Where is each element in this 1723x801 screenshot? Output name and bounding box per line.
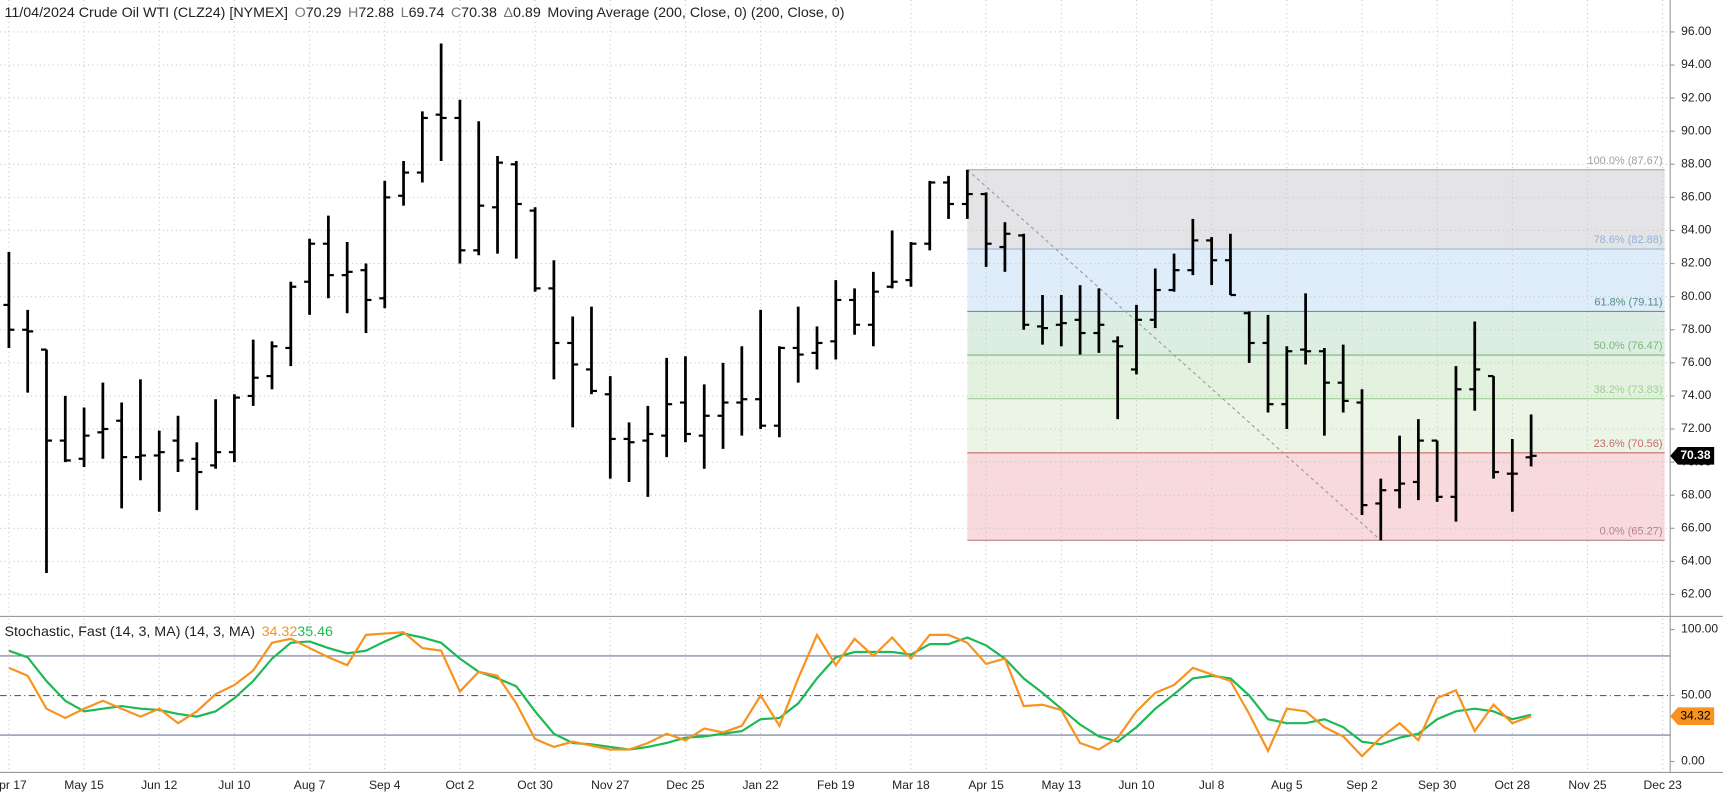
stoch-value: 34.32 — [262, 624, 298, 640]
fib-label: 38.2% (73.83) — [1594, 384, 1663, 396]
fib-label: 0.0% (65.27) — [1600, 525, 1663, 537]
x-tick-label: Jul 8 — [1199, 778, 1225, 792]
fib-zone — [967, 452, 1665, 541]
y-tick-label: 62.00 — [1681, 587, 1712, 601]
y-tick-label: 86.00 — [1681, 190, 1712, 204]
y-tick-label: 64.00 — [1681, 554, 1712, 568]
x-tick-label: Apr 15 — [968, 778, 1004, 792]
fib-label: 61.8% (79.11) — [1594, 296, 1662, 308]
x-tick-label: Oct 2 — [445, 778, 474, 792]
x-tick-label: Nov 25 — [1568, 778, 1607, 792]
ohlc-label: H — [348, 5, 358, 21]
fib-zone — [967, 355, 1665, 399]
y-tick-label: 100.00 — [1681, 622, 1718, 636]
x-tick-label: May 15 — [64, 778, 104, 792]
y-tick-label: 96.00 — [1681, 24, 1712, 38]
ohlc-value: 69.74 — [409, 5, 445, 21]
x-tick-label: Aug 5 — [1271, 778, 1303, 792]
ohlc-value: 70.38 — [461, 5, 497, 21]
x-tick-label: Nov 27 — [591, 778, 630, 792]
x-tick-label: Feb 19 — [817, 778, 855, 792]
x-tick-label: Jan 22 — [742, 778, 779, 792]
ohlc-value: 72.88 — [358, 5, 394, 21]
fib-label: 50.0% (76.47) — [1594, 340, 1663, 352]
y-tick-label: 68.00 — [1681, 487, 1712, 501]
change-value: 0.89 — [513, 5, 541, 21]
y-tick-label: 82.00 — [1681, 256, 1712, 270]
stoch-value: 35.46 — [297, 624, 333, 640]
ohlc-label: L — [401, 5, 409, 21]
x-tick-label: Mar 18 — [892, 778, 930, 792]
y-tick-label: 90.00 — [1681, 123, 1712, 137]
fib-zone — [967, 249, 1665, 312]
x-tick-label: May 13 — [1041, 778, 1081, 792]
x-tick-label: Jun 12 — [141, 778, 178, 792]
y-tick-label: 0.00 — [1681, 754, 1705, 768]
price-tag — [1670, 447, 1715, 465]
stoch-header: Stochastic, Fast (14, 3, MA) (14, 3, MA)… — [4, 624, 333, 640]
ohlc-label: O — [295, 5, 306, 21]
x-tick-label: Oct 30 — [517, 778, 553, 792]
y-tick-label: 78.00 — [1681, 322, 1712, 336]
x-tick-label: Jun 10 — [1118, 778, 1155, 792]
price-tag-label: 70.38 — [1680, 448, 1711, 462]
fib-label: 78.6% (82.88) — [1594, 234, 1663, 246]
fib-trend-line — [966, 169, 1382, 541]
x-tick-label: Sep 4 — [369, 778, 401, 792]
fib-zone — [967, 169, 1665, 250]
x-tick-label: Jul 10 — [218, 778, 251, 792]
x-tick-label: Aug 7 — [294, 778, 326, 792]
y-tick-label: 66.00 — [1681, 520, 1712, 534]
stoch-title: Stochastic, Fast (14, 3, MA) (14, 3, MA) — [4, 624, 255, 640]
x-tick-label: Dec 25 — [666, 778, 705, 792]
fib-label: 23.6% (70.56) — [1594, 438, 1663, 450]
stochastic-line — [8, 631, 1532, 758]
y-tick-label: 74.00 — [1681, 388, 1712, 402]
y-tick-label: 88.00 — [1681, 156, 1712, 170]
indicator-label: Moving Average (200, Close, 0) (200, Clo… — [547, 5, 844, 21]
x-tick-label: Sep 2 — [1346, 778, 1378, 792]
y-tick-label: 80.00 — [1681, 289, 1712, 303]
fib-zone — [967, 398, 1665, 453]
stoch-tag-label: 34.32 — [1680, 708, 1711, 722]
stochastic-line — [8, 632, 1532, 751]
fib-zone — [967, 311, 1665, 356]
change-label: Δ — [503, 5, 513, 21]
y-tick-label: 72.00 — [1681, 421, 1712, 435]
x-tick-label: Sep 30 — [1418, 778, 1457, 792]
ohlc-value: 70.29 — [306, 5, 342, 21]
x-tick-label: Apr 17 — [0, 778, 27, 792]
ohlc-label: C — [451, 5, 461, 21]
x-tick-label: Dec 23 — [1644, 778, 1683, 792]
y-tick-label: 50.00 — [1681, 688, 1712, 702]
y-tick-label: 92.00 — [1681, 90, 1712, 104]
stoch-tag — [1670, 707, 1715, 725]
price-header: 11/04/2024 Crude Oil WTI (CLZ24) [NYMEX]… — [4, 5, 844, 21]
symbol-title: 11/04/2024 Crude Oil WTI (CLZ24) [NYMEX] — [4, 5, 288, 21]
fib-label: 100.0% (87.67) — [1587, 155, 1662, 167]
x-tick-label: Oct 28 — [1495, 778, 1531, 792]
y-tick-label: 84.00 — [1681, 223, 1712, 237]
y-tick-label: 76.00 — [1681, 355, 1712, 369]
y-tick-label: 94.00 — [1681, 57, 1712, 71]
